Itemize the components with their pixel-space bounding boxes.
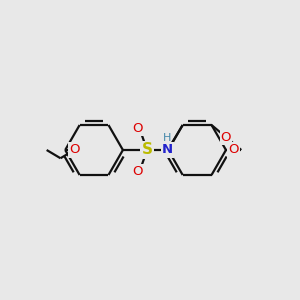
- Text: N: N: [162, 143, 173, 157]
- Text: O: O: [228, 143, 238, 157]
- Text: S: S: [142, 142, 153, 158]
- Text: H: H: [163, 133, 171, 142]
- Text: O: O: [132, 165, 143, 178]
- Text: O: O: [69, 143, 80, 157]
- Text: O: O: [132, 122, 143, 135]
- Text: O: O: [220, 130, 231, 143]
